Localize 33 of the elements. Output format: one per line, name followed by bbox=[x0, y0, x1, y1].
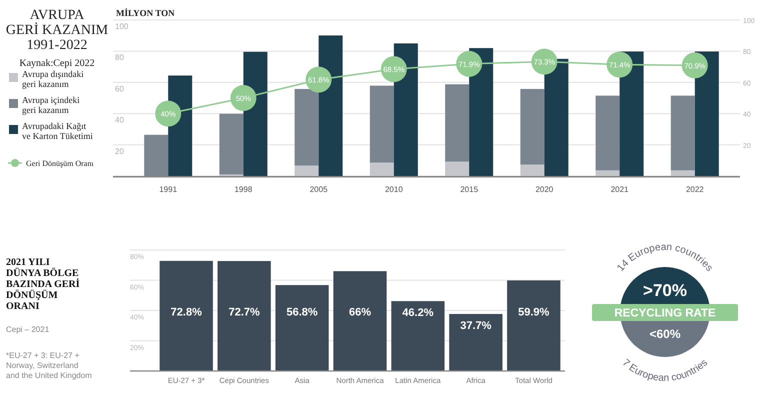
x-tick-label: 1998 bbox=[234, 185, 253, 194]
legend-label: Avrupadaki Kağıt ve Karton Tüketimi bbox=[22, 121, 94, 141]
chart-title: AVRUPA GERİ KAZANIM 1991-2022 bbox=[6, 8, 109, 53]
data-label: 66% bbox=[348, 306, 372, 318]
text: <60% bbox=[649, 327, 681, 341]
text: Cepi – 2021 bbox=[6, 325, 50, 334]
y-tick-label: 20 bbox=[115, 146, 124, 156]
data-label: 59.9% bbox=[518, 306, 550, 318]
x-tick-label: 2015 bbox=[460, 185, 479, 194]
data-label: 46.2% bbox=[402, 307, 434, 320]
data-label: 72.7% bbox=[228, 306, 260, 318]
x-tick-label: 2005 bbox=[310, 185, 328, 194]
text: 2021 YILI DÜNYA BÖLGE BAZINDA GERİ DÖNÜŞÜM ORANI bbox=[6, 257, 80, 312]
y-tick-label: 60 bbox=[115, 84, 124, 94]
y-tick-label: 40 bbox=[115, 116, 124, 125]
x-tick-label: 2020 bbox=[535, 185, 554, 194]
text: Kaynak:Cepi 2022 bbox=[19, 58, 95, 69]
data-label: 72.8% bbox=[170, 306, 202, 318]
y-tick-label: 80 bbox=[115, 53, 124, 62]
x-tick-label: 2022 bbox=[686, 185, 704, 194]
text: RECYCLING RATE bbox=[614, 308, 716, 320]
x-tick-label: 1991 bbox=[159, 185, 178, 194]
text: >70% bbox=[643, 281, 687, 300]
y-axis-title: MİLYON TON bbox=[116, 8, 176, 18]
legend-label: Geri Dönüşüm Oranı bbox=[26, 159, 94, 168]
legend-label: Avrupa içindeki geri kazanım bbox=[22, 95, 80, 115]
data-label: 37.7% bbox=[460, 320, 492, 332]
y-tick-label: 100 bbox=[115, 22, 129, 31]
legend-label: Avrupa dışındaki geri kazanım bbox=[22, 69, 84, 89]
text: *EU-27 + 3: EU-27 + Norway, Switzerland and the United Kingdom bbox=[6, 351, 92, 380]
x-tick-label: 2021 bbox=[610, 185, 630, 194]
data-label: 56.8% bbox=[286, 306, 318, 318]
x-tick-label: 2010 bbox=[384, 185, 404, 194]
